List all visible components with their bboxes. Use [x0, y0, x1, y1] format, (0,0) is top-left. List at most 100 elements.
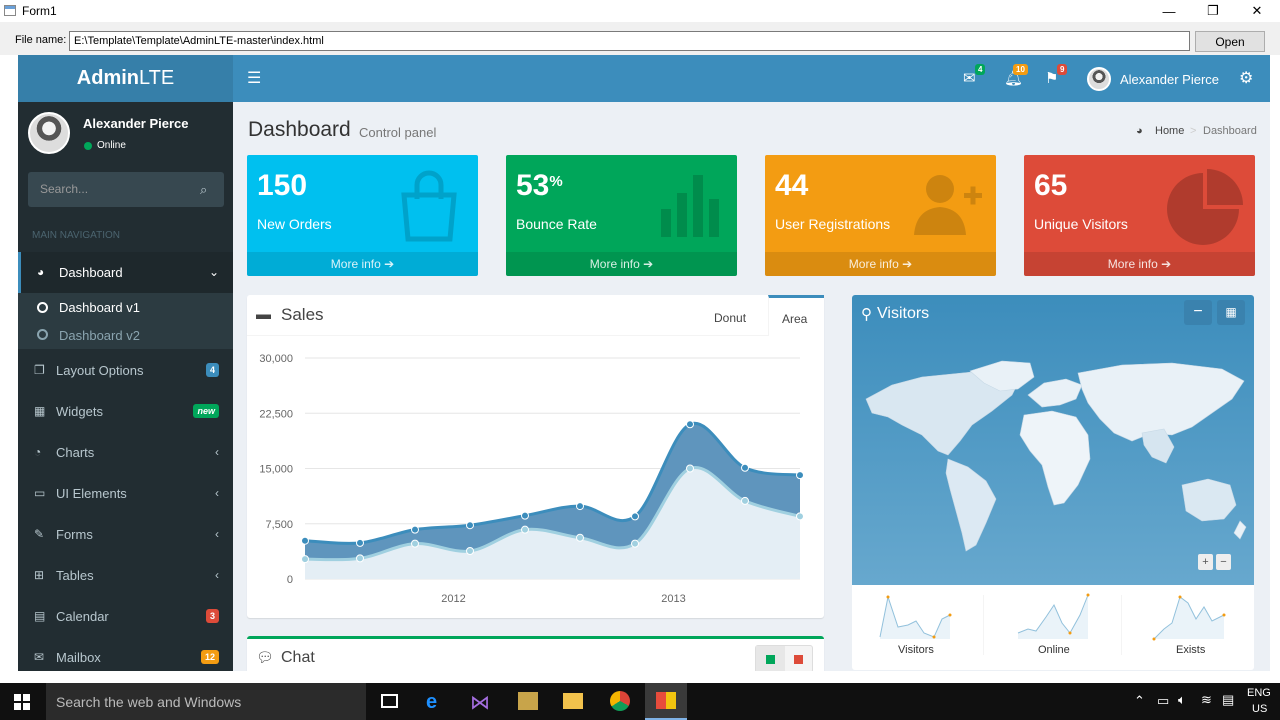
- sidebar-search-input[interactable]: Search...: [28, 172, 224, 207]
- more-info-link[interactable]: More info ➔: [1024, 252, 1255, 276]
- calendar-icon: ▤: [34, 609, 46, 623]
- sidebar-item-tables[interactable]: ⊞ Tables ‹: [18, 555, 233, 596]
- data-point[interactable]: [356, 554, 364, 563]
- chevron-down-icon: ⌄: [208, 265, 219, 279]
- bar-chart-icon: [661, 175, 719, 237]
- data-point[interactable]: [796, 471, 804, 480]
- chat-online-button[interactable]: [756, 646, 785, 671]
- data-point[interactable]: [576, 502, 584, 511]
- tab-donut[interactable]: Donut: [714, 311, 747, 325]
- data-point[interactable]: [686, 420, 694, 429]
- stat-box-bounce-rate: 53% Bounce Rate More info ➔: [506, 155, 737, 276]
- submenu-dashboard-v2[interactable]: Dashboard v2: [59, 328, 140, 343]
- more-info-link[interactable]: More info ➔: [247, 252, 478, 276]
- sidebar-item-mailbox[interactable]: ✉ Mailbox 12: [18, 637, 233, 671]
- restore-button[interactable]: ❐: [1207, 3, 1219, 18]
- collapse-button[interactable]: −: [1184, 300, 1212, 325]
- tab-area[interactable]: Area: [768, 295, 824, 336]
- sidebar-item-charts[interactable]: ◔ Charts ‹: [18, 432, 233, 473]
- language-eng[interactable]: ENG: [1247, 687, 1271, 699]
- sidebar-item-ui-elements[interactable]: ▭ UI Elements ‹: [18, 473, 233, 514]
- sidebar: Alexander Pierce Online Search... ⌕ MAIN…: [18, 102, 233, 671]
- sales-area-chart: 30,000 22,500 15,000 7,500 0 2012 2013: [259, 353, 804, 605]
- notifications-icon[interactable]: ▤: [1222, 692, 1235, 707]
- map-zoom-out-button[interactable]: −: [1216, 554, 1231, 570]
- data-point[interactable]: [411, 525, 419, 534]
- data-point[interactable]: [631, 539, 639, 548]
- chat-offline-button[interactable]: [794, 655, 803, 664]
- data-point[interactable]: [741, 463, 749, 472]
- user-name[interactable]: Alexander Pierce: [1120, 72, 1219, 87]
- gears-icon[interactable]: ⚙: [1239, 70, 1254, 87]
- tab-area-label: Area: [782, 312, 808, 326]
- envelope-icon[interactable]: ✉: [963, 70, 976, 87]
- flag-icon[interactable]: ⚑: [1045, 70, 1059, 87]
- task-view-icon[interactable]: [381, 694, 398, 708]
- tool-icon[interactable]: [518, 692, 538, 710]
- sidebar-item-layout-options[interactable]: ❐ Layout Options 4: [18, 350, 233, 391]
- data-point[interactable]: [576, 533, 584, 542]
- logo-rest: LTE: [139, 67, 175, 89]
- file-name-input[interactable]: E:\Template\Template\AdminLTE-master\ind…: [69, 31, 1190, 51]
- data-point[interactable]: [466, 547, 474, 556]
- more-info-link[interactable]: More info ➔: [765, 252, 996, 276]
- sidebar-item-dashboard[interactable]: ◕ Dashboard ⌄: [18, 252, 233, 293]
- chrome-icon[interactable]: [610, 691, 630, 711]
- data-point[interactable]: [796, 512, 804, 521]
- open-button[interactable]: Open: [1195, 31, 1265, 52]
- file-explorer-icon[interactable]: [563, 693, 583, 709]
- circle-icon: [37, 329, 48, 340]
- taskbar-search-input[interactable]: Search the web and Windows: [46, 683, 366, 720]
- sidebar-item-label: UI Elements: [56, 486, 127, 501]
- data-point[interactable]: [301, 536, 309, 545]
- visual-studio-icon[interactable]: ⋈: [470, 692, 490, 714]
- battery-icon[interactable]: ▭: [1157, 693, 1170, 708]
- sidebar-item-forms[interactable]: ✎ Forms ‹: [18, 514, 233, 555]
- windows-start-icon[interactable]: [14, 694, 30, 710]
- data-point[interactable]: [631, 512, 639, 521]
- data-point[interactable]: [521, 511, 529, 520]
- map-zoom-in-button[interactable]: +: [1198, 554, 1213, 570]
- calendar-icon[interactable]: ▦: [1217, 300, 1245, 325]
- chat-box: 💬︎ Chat: [247, 636, 824, 671]
- x-tick-label: 2013: [661, 593, 685, 605]
- form1-taskbar-item[interactable]: [645, 683, 687, 720]
- data-point[interactable]: [411, 539, 419, 548]
- more-info-link[interactable]: More info ➔: [506, 252, 737, 276]
- pie-chart-icon: ◔: [34, 445, 42, 459]
- submenu-dashboard-v1[interactable]: Dashboard v1: [59, 300, 140, 315]
- sparkline-online: [1017, 593, 1090, 639]
- wifi-icon[interactable]: ≋: [1201, 692, 1212, 707]
- edge-icon[interactable]: e: [426, 691, 438, 713]
- chevron-up-icon[interactable]: ⌃: [1134, 693, 1145, 708]
- data-point[interactable]: [301, 555, 309, 564]
- chevron-left-icon: ‹: [215, 445, 219, 459]
- notifications-badge: 10: [1013, 64, 1028, 75]
- y-tick-label: 22,500: [259, 408, 293, 420]
- menu-toggle-icon[interactable]: ☰: [247, 70, 262, 87]
- user-avatar[interactable]: [1087, 67, 1111, 91]
- data-point[interactable]: [356, 538, 364, 547]
- file-bar: File name: E:\Template\Template\AdminLTE…: [0, 22, 1280, 55]
- arrow-circle-right-icon: ➔: [1161, 257, 1172, 271]
- logo[interactable]: Admin LTE: [18, 55, 233, 102]
- sidebar-user-avatar: [28, 112, 70, 154]
- dashboard-submenu: Dashboard v1 Dashboard v2: [18, 293, 233, 349]
- data-point[interactable]: [521, 525, 529, 534]
- arrow-circle-right-icon: ➔: [902, 257, 913, 271]
- sidebar-item-calendar[interactable]: ▤ Calendar 3: [18, 596, 233, 637]
- search-icon[interactable]: ⌕: [200, 182, 208, 197]
- volume-icon[interactable]: 🔈︎: [1178, 692, 1186, 707]
- close-button[interactable]: ✕: [1251, 3, 1263, 18]
- visitors-box: ⚲ Visitors − ▦ + −: [852, 295, 1254, 670]
- breadcrumb-home[interactable]: Home: [1155, 125, 1185, 137]
- data-point[interactable]: [466, 521, 474, 530]
- minimize-button[interactable]: —: [1162, 3, 1176, 19]
- tasks-badge: 9: [1057, 64, 1068, 75]
- data-point[interactable]: [741, 496, 749, 505]
- language-us[interactable]: US: [1252, 703, 1268, 715]
- sidebar-item-widgets[interactable]: ▦ Widgets new: [18, 391, 233, 432]
- data-point[interactable]: [686, 464, 694, 473]
- envelope-icon: ✉: [34, 650, 45, 664]
- sparkline-label: Online: [1038, 644, 1070, 656]
